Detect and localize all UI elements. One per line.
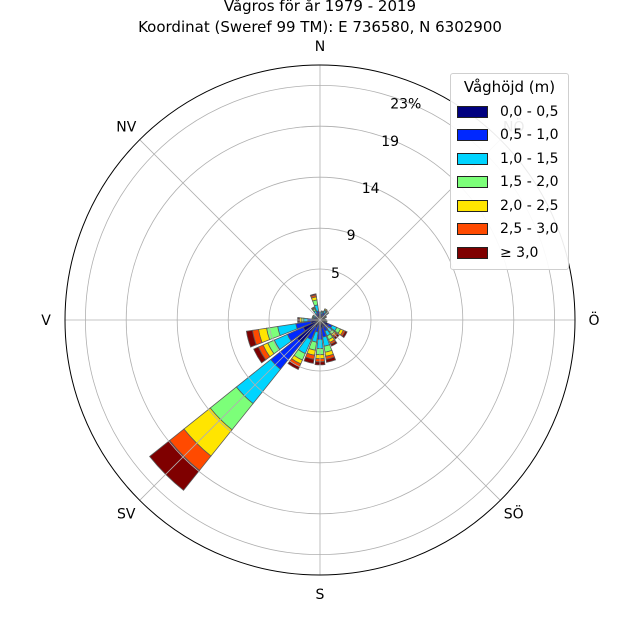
radial-tick-label: 14: [362, 181, 380, 197]
radial-tick-label: 9: [347, 228, 356, 244]
legend-label: 1,5 - 2,0: [500, 174, 559, 191]
legend-label: 0,0 - 0,5: [500, 103, 559, 120]
direction-label: NV: [116, 119, 136, 135]
legend-item: ≥ 3,0: [451, 241, 568, 265]
angular-gridline: [319, 319, 501, 501]
legend-label: 1,0 - 1,5: [500, 150, 559, 167]
rose-bar-segment: [324, 315, 328, 319]
direction-label: Ö: [588, 311, 599, 329]
rose-bar-segment: [325, 356, 337, 363]
rose-bar-segment: [309, 293, 317, 297]
rose-bar-segment: [245, 329, 257, 348]
radial-tick-label: 19: [381, 134, 399, 150]
legend-title: Våghöjd (m): [463, 78, 556, 96]
legend-swatch: [457, 105, 488, 118]
legend-swatch: [457, 176, 488, 189]
direction-label: N: [315, 39, 325, 55]
angular-gridline: [139, 139, 321, 321]
chart-subtitle: Koordinat (Sweref 99 TM): E 736580, N 63…: [138, 18, 502, 36]
legend-swatch: [457, 246, 488, 259]
legend-label: ≥ 3,0: [500, 244, 539, 261]
legend-label: 0,5 - 1,0: [500, 127, 559, 144]
legend: Våghöjd (m) 0,0 - 0,5 0,5 - 1,0 1,0 - 1,5 1…: [450, 73, 569, 270]
chart-title: Vågros för år 1979 - 2019: [223, 0, 417, 15]
legend-item: 2,5 - 3,0: [451, 218, 568, 242]
rose-bar-segment: [303, 356, 315, 364]
legend-label: 2,5 - 3,0: [500, 221, 559, 238]
legend-swatch: [457, 199, 488, 212]
legend-swatch: [457, 129, 488, 142]
rose-bar-segment: [310, 306, 316, 310]
angular-gridline: [139, 319, 321, 501]
rose-bar-segment: [341, 330, 348, 339]
radial-tick-label: 5: [331, 266, 340, 282]
direction-label: V: [41, 313, 51, 329]
legend-swatch: [457, 223, 488, 236]
direction-label: SÖ: [504, 505, 524, 523]
rose-bar-segment: [253, 346, 267, 364]
legend-item: 1,0 - 1,5: [451, 147, 568, 171]
legend-item: 1,5 - 2,0: [451, 171, 568, 195]
legend-item: 2,0 - 2,5: [451, 194, 568, 218]
legend-label: 2,0 - 2,5: [500, 197, 559, 214]
direction-label: S: [316, 587, 325, 603]
rose-bar-segment: [323, 308, 328, 312]
polar-frame: [64, 64, 576, 576]
legend-item: 0,0 - 0,5: [451, 100, 568, 124]
rose-bar-segment: [312, 314, 315, 318]
radial-tick-label: 23%: [390, 96, 421, 112]
direction-label: SV: [117, 507, 136, 523]
legend-swatch: [457, 152, 488, 165]
legend-item: 0,5 - 1,0: [451, 124, 568, 148]
rose-bar-segment: [330, 340, 338, 347]
